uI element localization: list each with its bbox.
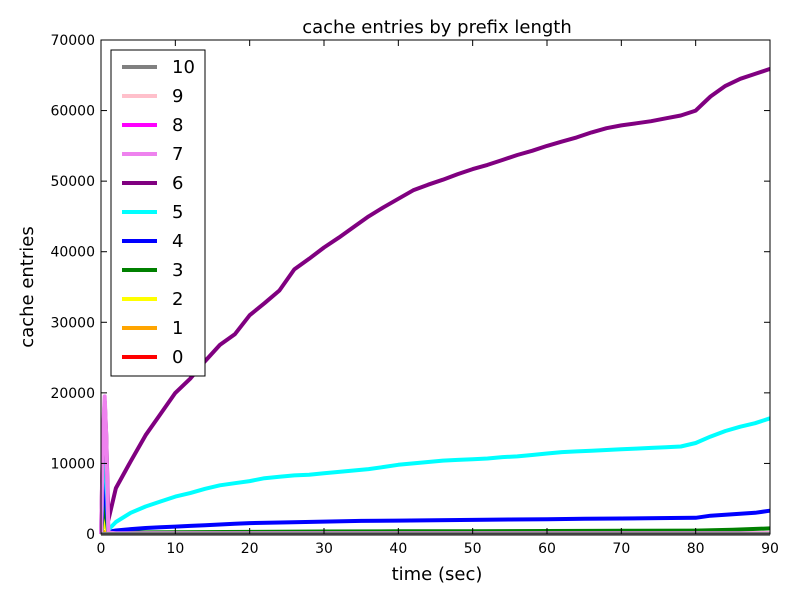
x-axis-label: time (sec) [392, 564, 483, 585]
x-tick-label: 50 [464, 541, 482, 557]
legend-label: 2 [172, 289, 183, 310]
y-tick-label: 50000 [50, 174, 95, 190]
legend-label: 10 [172, 57, 195, 78]
tick-layer: 0 10 20 30 40 50 60 70 80 90010000200003000040000… [50, 33, 778, 557]
legend-label: 5 [172, 202, 183, 223]
y-tick-label: 0 [86, 527, 95, 543]
series-line-6 [99, 67, 771, 535]
x-tick-label: 0 [97, 541, 106, 557]
y-tick-label: 30000 [50, 315, 95, 331]
y-tick-label: 20000 [50, 386, 95, 402]
x-tick-label: 80 [687, 541, 705, 557]
y-tick-label: 60000 [50, 104, 95, 120]
series-line-7 [99, 394, 770, 536]
legend-label: 4 [172, 231, 183, 252]
legend-label: 9 [172, 86, 183, 107]
legend-label: 0 [172, 347, 183, 368]
legend-label: 3 [172, 260, 183, 281]
x-tick-label: 20 [241, 541, 259, 557]
x-tick-label: 10 [166, 541, 184, 557]
y-tick-label: 10000 [50, 456, 95, 472]
series-line-5 [99, 416, 771, 535]
x-tick-label: 30 [315, 541, 333, 557]
plot-frame [100, 39, 771, 535]
legend-label: 6 [172, 173, 183, 194]
legend-label: 7 [172, 144, 183, 165]
chart-title: cache entries by prefix length [302, 17, 572, 38]
series-line-4 [99, 461, 771, 535]
x-tick-label: 70 [612, 541, 630, 557]
x-tick-label: 40 [389, 541, 407, 557]
y-tick-label: 70000 [50, 33, 95, 49]
legend-label: 8 [172, 115, 183, 136]
x-tick-label: 60 [538, 541, 556, 557]
y-tick-label: 40000 [50, 245, 95, 261]
y-axis-label: cache entries [17, 226, 38, 347]
legend-label: 1 [172, 318, 183, 339]
x-tick-label: 90 [761, 541, 779, 557]
